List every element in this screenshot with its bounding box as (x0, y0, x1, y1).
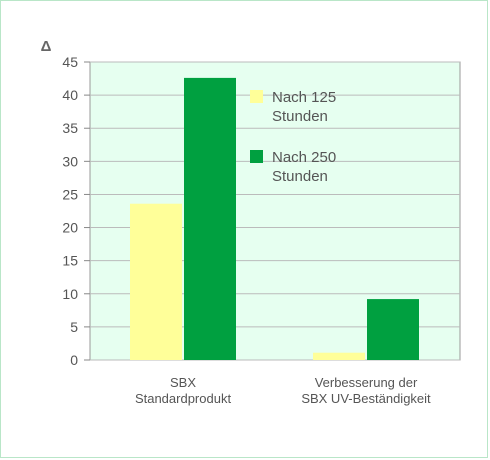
y-axis-ticks: 0 5 10 15 20 25 30 35 40 45 (62, 54, 90, 368)
bar-nach-250-stunden (367, 299, 419, 360)
y-tick-label: 40 (62, 87, 78, 103)
bar-nach-125-stunden (130, 203, 182, 360)
y-tick-label: 45 (62, 54, 78, 70)
x-category-label: SBX UV-Beständigkeit (301, 391, 431, 406)
x-category-label: Verbesserung der (315, 375, 418, 390)
legend: Nach 125 Stunden Nach 250 Stunden (250, 89, 336, 185)
y-tick-label: 5 (70, 319, 78, 335)
legend-label: Stunden (272, 108, 328, 125)
y-tick-label: 30 (62, 153, 78, 169)
x-category-label: Standardprodukt (135, 391, 232, 406)
legend-swatch (250, 90, 263, 103)
bars (130, 77, 419, 360)
legend-swatch (250, 150, 263, 163)
y-axis-label: Δ (41, 38, 52, 55)
bar-nach-125-stunden (313, 352, 365, 360)
legend-label: Stunden (272, 168, 328, 185)
bar-nach-250-stunden (184, 77, 236, 360)
legend-label: Nach 125 (272, 89, 336, 106)
x-category-label: SBX (170, 375, 196, 390)
y-tick-label: 15 (62, 253, 78, 269)
y-tick-label: 35 (62, 120, 78, 136)
y-tick-label: 20 (62, 220, 78, 236)
y-tick-label: 0 (70, 352, 78, 368)
legend-label: Nach 250 (272, 149, 336, 166)
y-tick-label: 25 (62, 186, 78, 202)
y-tick-label: 10 (62, 286, 78, 302)
